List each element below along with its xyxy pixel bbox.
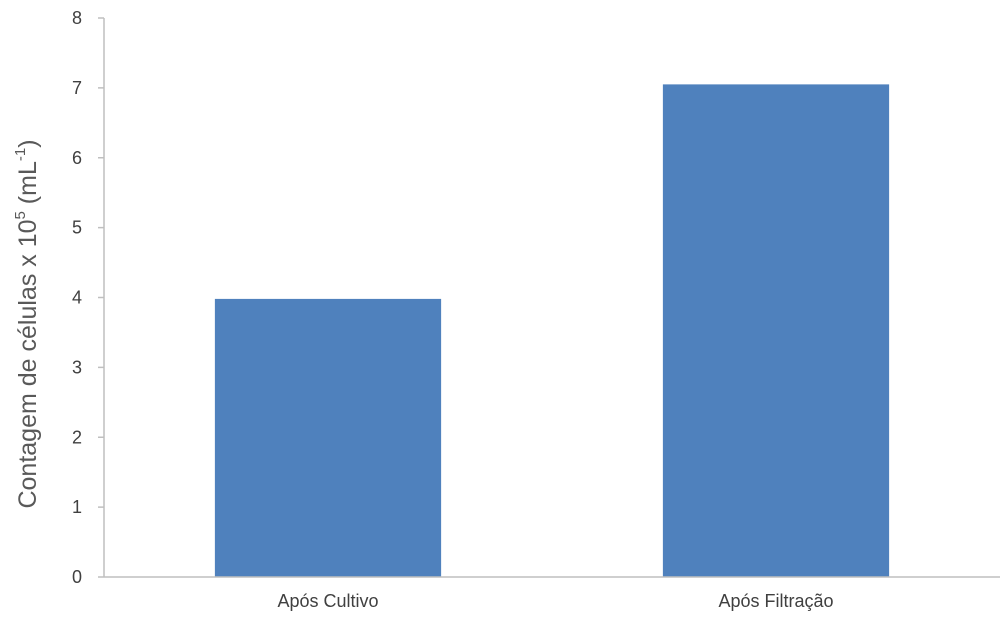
y-axis-title-main: Contagem de células x 10 xyxy=(14,219,42,508)
y-axis-ticks: 0 1 2 3 4 5 6 7 8 xyxy=(72,8,104,587)
y-tick-label: 5 xyxy=(72,218,82,238)
y-tick-label: 3 xyxy=(72,357,82,377)
y-axis-title-unit-exponent: -1 xyxy=(12,148,29,161)
x-axis-labels: Após Cultivo Após Filtração xyxy=(277,591,833,611)
bar-series xyxy=(214,84,890,577)
y-axis-title: Contagem de células x 105 (mL-1) xyxy=(12,139,42,508)
y-axis-title-unit-open: (mL xyxy=(14,161,42,211)
y-tick-label: 2 xyxy=(72,427,82,447)
y-tick-label: 8 xyxy=(72,8,82,28)
y-axis-title-exponent: 5 xyxy=(12,211,29,219)
y-tick-label: 1 xyxy=(72,497,82,517)
y-tick-label: 4 xyxy=(72,288,82,308)
x-category-label: Após Filtração xyxy=(718,591,833,611)
bar xyxy=(214,298,442,577)
bar xyxy=(662,84,890,577)
y-axis-title-unit-close: ) xyxy=(14,139,42,147)
y-tick-label: 0 xyxy=(72,567,82,587)
x-category-label: Após Cultivo xyxy=(277,591,378,611)
y-tick-label: 6 xyxy=(72,148,82,168)
y-tick-label: 7 xyxy=(72,78,82,98)
